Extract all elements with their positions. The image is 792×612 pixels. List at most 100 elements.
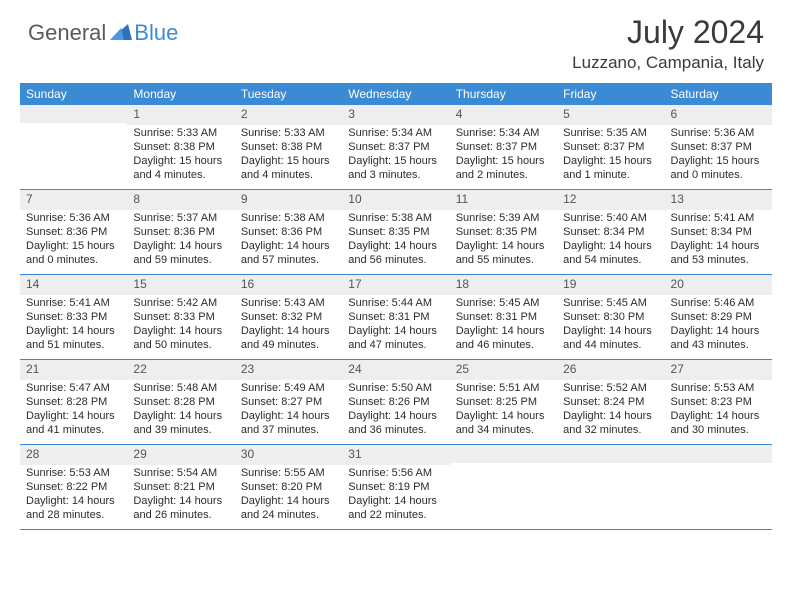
day-info: Sunrise: 5:54 AMSunset: 8:21 PMDaylight:… [127, 465, 234, 527]
day-number: 5 [557, 105, 664, 125]
location-label: Luzzano, Campania, Italy [572, 53, 764, 73]
title-block: July 2024 Luzzano, Campania, Italy [572, 14, 764, 73]
sunrise-text: Sunrise: 5:35 AM [563, 126, 658, 140]
day-cell [665, 445, 772, 529]
daylight-text: Daylight: 14 hours and 46 minutes. [456, 324, 551, 353]
day-number [20, 105, 127, 123]
day-number [557, 445, 664, 463]
daylight-text: Daylight: 15 hours and 0 minutes. [26, 239, 121, 268]
day-number: 2 [235, 105, 342, 125]
day-cell: 2Sunrise: 5:33 AMSunset: 8:38 PMDaylight… [235, 105, 342, 189]
sunrise-text: Sunrise: 5:52 AM [563, 381, 658, 395]
weekday-header-cell: Monday [127, 83, 234, 105]
day-number: 9 [235, 190, 342, 210]
day-cell: 7Sunrise: 5:36 AMSunset: 8:36 PMDaylight… [20, 190, 127, 274]
sunrise-text: Sunrise: 5:53 AM [671, 381, 766, 395]
day-cell: 4Sunrise: 5:34 AMSunset: 8:37 PMDaylight… [450, 105, 557, 189]
sunset-text: Sunset: 8:35 PM [348, 225, 443, 239]
daylight-text: Daylight: 15 hours and 4 minutes. [133, 154, 228, 183]
sunset-text: Sunset: 8:20 PM [241, 480, 336, 494]
sunset-text: Sunset: 8:29 PM [671, 310, 766, 324]
daylight-text: Daylight: 14 hours and 41 minutes. [26, 409, 121, 438]
day-number: 31 [342, 445, 449, 465]
day-cell: 22Sunrise: 5:48 AMSunset: 8:28 PMDayligh… [127, 360, 234, 444]
day-info: Sunrise: 5:40 AMSunset: 8:34 PMDaylight:… [557, 210, 664, 272]
sunset-text: Sunset: 8:34 PM [671, 225, 766, 239]
sunrise-text: Sunrise: 5:37 AM [133, 211, 228, 225]
sunrise-text: Sunrise: 5:42 AM [133, 296, 228, 310]
day-number: 11 [450, 190, 557, 210]
day-cell: 15Sunrise: 5:42 AMSunset: 8:33 PMDayligh… [127, 275, 234, 359]
day-number: 30 [235, 445, 342, 465]
day-number: 21 [20, 360, 127, 380]
day-number: 16 [235, 275, 342, 295]
sunset-text: Sunset: 8:33 PM [133, 310, 228, 324]
day-info: Sunrise: 5:33 AMSunset: 8:38 PMDaylight:… [235, 125, 342, 187]
day-number: 29 [127, 445, 234, 465]
sunset-text: Sunset: 8:35 PM [456, 225, 551, 239]
sunrise-text: Sunrise: 5:47 AM [26, 381, 121, 395]
daylight-text: Daylight: 14 hours and 30 minutes. [671, 409, 766, 438]
day-info: Sunrise: 5:47 AMSunset: 8:28 PMDaylight:… [20, 380, 127, 442]
day-number: 19 [557, 275, 664, 295]
daylight-text: Daylight: 14 hours and 44 minutes. [563, 324, 658, 353]
day-info: Sunrise: 5:42 AMSunset: 8:33 PMDaylight:… [127, 295, 234, 357]
sunset-text: Sunset: 8:37 PM [456, 140, 551, 154]
day-info: Sunrise: 5:56 AMSunset: 8:19 PMDaylight:… [342, 465, 449, 527]
sunset-text: Sunset: 8:26 PM [348, 395, 443, 409]
weekday-header-cell: Saturday [665, 83, 772, 105]
day-cell: 6Sunrise: 5:36 AMSunset: 8:37 PMDaylight… [665, 105, 772, 189]
day-number [665, 445, 772, 463]
day-info: Sunrise: 5:36 AMSunset: 8:37 PMDaylight:… [665, 125, 772, 187]
day-cell: 11Sunrise: 5:39 AMSunset: 8:35 PMDayligh… [450, 190, 557, 274]
sunset-text: Sunset: 8:37 PM [671, 140, 766, 154]
day-number: 8 [127, 190, 234, 210]
weekday-header-cell: Thursday [450, 83, 557, 105]
weekday-header-cell: Sunday [20, 83, 127, 105]
daylight-text: Daylight: 14 hours and 49 minutes. [241, 324, 336, 353]
sunset-text: Sunset: 8:25 PM [456, 395, 551, 409]
day-cell: 8Sunrise: 5:37 AMSunset: 8:36 PMDaylight… [127, 190, 234, 274]
sunset-text: Sunset: 8:38 PM [241, 140, 336, 154]
day-info: Sunrise: 5:43 AMSunset: 8:32 PMDaylight:… [235, 295, 342, 357]
daylight-text: Daylight: 14 hours and 55 minutes. [456, 239, 551, 268]
day-number: 17 [342, 275, 449, 295]
day-cell [557, 445, 664, 529]
day-info: Sunrise: 5:33 AMSunset: 8:38 PMDaylight:… [127, 125, 234, 187]
day-cell: 13Sunrise: 5:41 AMSunset: 8:34 PMDayligh… [665, 190, 772, 274]
daylight-text: Daylight: 14 hours and 47 minutes. [348, 324, 443, 353]
day-info: Sunrise: 5:41 AMSunset: 8:34 PMDaylight:… [665, 210, 772, 272]
daylight-text: Daylight: 14 hours and 28 minutes. [26, 494, 121, 523]
day-cell: 29Sunrise: 5:54 AMSunset: 8:21 PMDayligh… [127, 445, 234, 529]
day-cell: 30Sunrise: 5:55 AMSunset: 8:20 PMDayligh… [235, 445, 342, 529]
sunset-text: Sunset: 8:38 PM [133, 140, 228, 154]
weekday-header-cell: Tuesday [235, 83, 342, 105]
sunset-text: Sunset: 8:21 PM [133, 480, 228, 494]
sunset-text: Sunset: 8:36 PM [26, 225, 121, 239]
day-info: Sunrise: 5:51 AMSunset: 8:25 PMDaylight:… [450, 380, 557, 442]
sunset-text: Sunset: 8:22 PM [26, 480, 121, 494]
week-row: 7Sunrise: 5:36 AMSunset: 8:36 PMDaylight… [20, 190, 772, 275]
calendar: SundayMondayTuesdayWednesdayThursdayFrid… [20, 83, 772, 530]
sunrise-text: Sunrise: 5:41 AM [26, 296, 121, 310]
day-number [450, 445, 557, 463]
day-info: Sunrise: 5:45 AMSunset: 8:30 PMDaylight:… [557, 295, 664, 357]
sunset-text: Sunset: 8:19 PM [348, 480, 443, 494]
day-cell: 24Sunrise: 5:50 AMSunset: 8:26 PMDayligh… [342, 360, 449, 444]
day-info: Sunrise: 5:35 AMSunset: 8:37 PMDaylight:… [557, 125, 664, 187]
day-info: Sunrise: 5:38 AMSunset: 8:35 PMDaylight:… [342, 210, 449, 272]
daylight-text: Daylight: 14 hours and 53 minutes. [671, 239, 766, 268]
daylight-text: Daylight: 14 hours and 51 minutes. [26, 324, 121, 353]
day-info: Sunrise: 5:46 AMSunset: 8:29 PMDaylight:… [665, 295, 772, 357]
sunrise-text: Sunrise: 5:53 AM [26, 466, 121, 480]
day-number: 4 [450, 105, 557, 125]
day-cell: 3Sunrise: 5:34 AMSunset: 8:37 PMDaylight… [342, 105, 449, 189]
day-number: 6 [665, 105, 772, 125]
sunrise-text: Sunrise: 5:34 AM [348, 126, 443, 140]
sunrise-text: Sunrise: 5:54 AM [133, 466, 228, 480]
day-number: 1 [127, 105, 234, 125]
daylight-text: Daylight: 14 hours and 37 minutes. [241, 409, 336, 438]
day-number: 24 [342, 360, 449, 380]
day-cell: 25Sunrise: 5:51 AMSunset: 8:25 PMDayligh… [450, 360, 557, 444]
daylight-text: Daylight: 15 hours and 0 minutes. [671, 154, 766, 183]
